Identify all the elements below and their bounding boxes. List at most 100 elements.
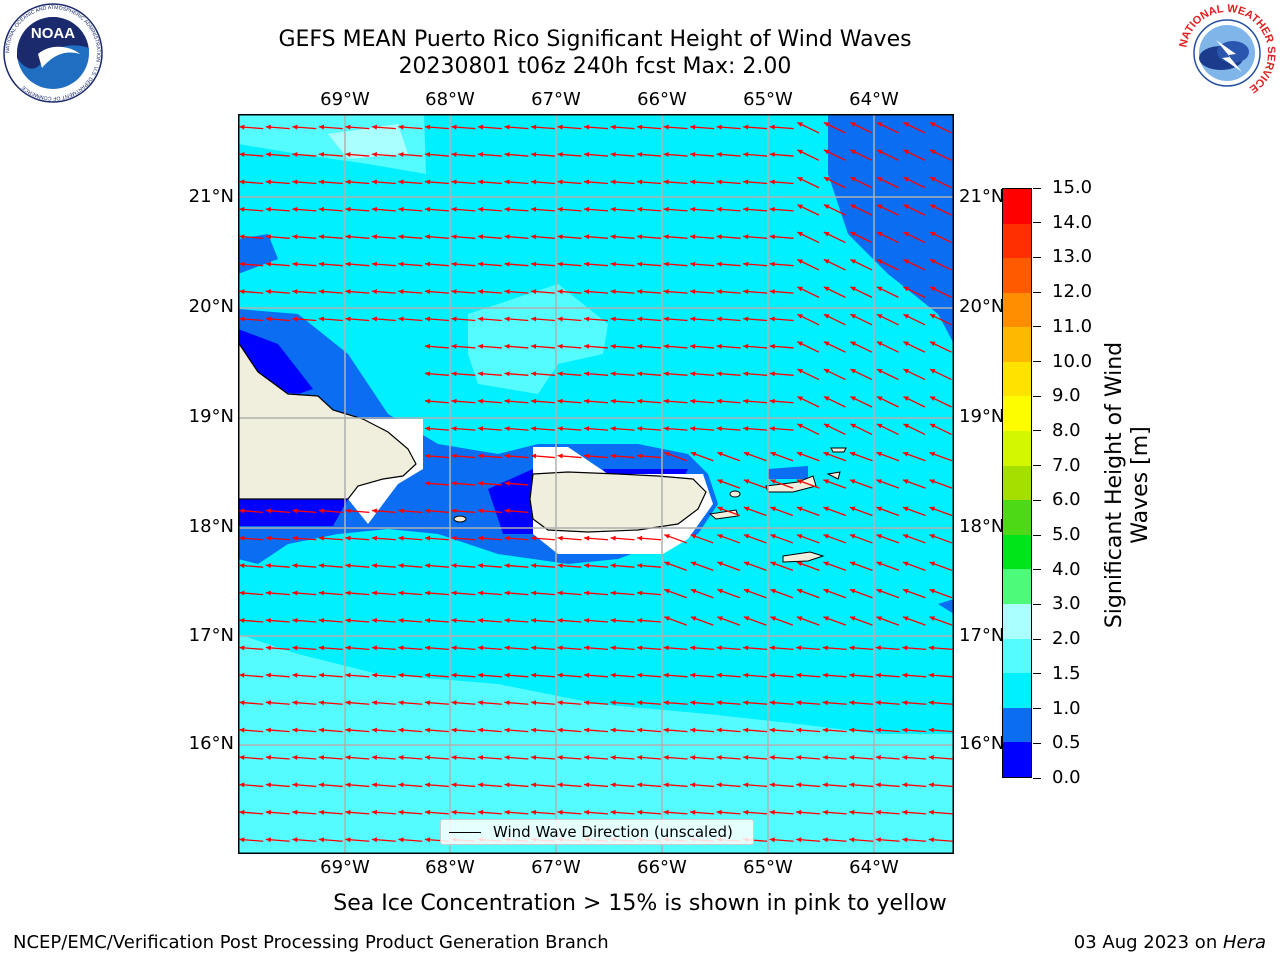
- wave-arrow-head: [717, 534, 723, 539]
- wave-arrow-head: [265, 234, 271, 240]
- wave-arrow-head: [743, 700, 749, 706]
- wave-arrow-head: [239, 152, 245, 158]
- wave-arrow-head: [451, 289, 457, 295]
- wind-wave-arrows: [239, 121, 953, 843]
- wave-arrow-head: [371, 809, 378, 815]
- wave-arrow-head: [690, 261, 696, 267]
- wave-arrow-head: [769, 727, 775, 733]
- wave-arrow-head: [902, 451, 909, 457]
- wave-arrow-head: [239, 782, 245, 788]
- wave-arrow-head: [239, 261, 245, 267]
- wave-arrow-head: [557, 535, 563, 541]
- wave-arrow-head: [743, 289, 749, 295]
- wave-arrow-head: [849, 727, 855, 733]
- wave-arrow-head: [584, 289, 590, 295]
- wave-arrow-head: [743, 179, 749, 185]
- colorbar-tick-label: 1.0: [1052, 697, 1081, 719]
- wave-arrow-head: [823, 588, 829, 594]
- wave-arrow-head: [796, 672, 802, 678]
- colorbar-tick-label: 0.5: [1052, 732, 1081, 754]
- wave-arrow-head: [292, 289, 298, 295]
- land-anegada: [830, 447, 847, 453]
- wave-arrow-head: [451, 234, 457, 240]
- wave-arrow-head: [424, 672, 431, 678]
- wave-arrow-head: [451, 645, 457, 651]
- lon-label-bottom: 64°W: [849, 857, 899, 878]
- wave-arrow-head: [531, 755, 537, 761]
- wave-arrow-head: [398, 234, 404, 240]
- wave-arrow-head: [637, 535, 643, 541]
- wave-arrow-head: [850, 396, 856, 401]
- wave-arrow-head: [637, 645, 643, 651]
- colorbar-segment: [1003, 742, 1031, 777]
- wave-arrow-head: [928, 755, 934, 761]
- wave-arrow-head: [531, 590, 537, 596]
- wave-arrow-head: [663, 152, 669, 158]
- wave-arrow-head: [424, 426, 431, 432]
- wave-arrow-head: [875, 645, 881, 651]
- wave-arrow-head: [292, 124, 298, 130]
- wave-arrow-head: [716, 398, 722, 404]
- wave-arrow-head: [292, 809, 298, 815]
- wave-arrow-head: [928, 645, 934, 651]
- wave-arrow-head: [823, 423, 830, 429]
- wave-arrow-head: [531, 261, 537, 267]
- wave-arrow-head: [902, 561, 909, 567]
- wave-arrow-head: [849, 506, 856, 512]
- wave-arrow-head: [797, 259, 803, 264]
- wave-arrow-head: [531, 152, 537, 158]
- wave-arrow-head: [345, 645, 351, 651]
- wave-arrow-head: [690, 426, 696, 432]
- wave-arrow-head: [743, 451, 750, 457]
- wave-arrow-head: [876, 259, 883, 264]
- wave-arrow-head: [318, 179, 325, 185]
- wave-arrow-head: [823, 396, 830, 401]
- wave-arrow-head: [584, 617, 590, 623]
- wave-arrow-head: [903, 149, 910, 155]
- wave-arrow-head: [398, 782, 404, 788]
- wave-arrow-head: [531, 289, 537, 295]
- wave-arrow-head: [398, 617, 404, 623]
- wave-field-1.5-2-patch: [238, 634, 954, 854]
- wave-arrow-head: [637, 124, 643, 130]
- wave-arrow-head: [424, 700, 431, 706]
- wave-arrow-head: [371, 590, 378, 596]
- wave-arrow-head: [796, 451, 803, 457]
- wave-arrow-head: [717, 616, 723, 621]
- wave-arrow-head: [823, 232, 830, 237]
- wave-arrow-head: [424, 234, 431, 240]
- wave-arrow-head: [610, 700, 616, 706]
- wave-arrow-head: [876, 177, 883, 182]
- colorbar-segment: [1003, 396, 1031, 432]
- colorbar-segment: [1003, 638, 1031, 674]
- wave-arrow-head: [823, 314, 830, 319]
- wave-arrow-head: [850, 423, 856, 429]
- wave-arrow-head: [557, 371, 563, 377]
- wave-arrow-head: [823, 149, 830, 155]
- wave-arrow-head: [610, 343, 616, 349]
- wave-arrow-head: [531, 645, 537, 651]
- wave-arrow-head: [903, 314, 910, 319]
- wave-arrow-head: [398, 645, 404, 651]
- wave-arrow-head: [690, 672, 696, 678]
- wave-arrow-head: [929, 616, 936, 621]
- wave-arrow-head: [796, 534, 803, 539]
- lat-label-left: 21°N: [188, 186, 234, 207]
- wave-arrow-head: [823, 259, 830, 264]
- wave-arrow-head: [743, 343, 749, 349]
- wave-arrow-head: [743, 727, 749, 733]
- wave-arrow-head: [822, 727, 828, 733]
- wave-arrow-head: [849, 672, 855, 678]
- wave-arrow-head: [292, 206, 298, 212]
- wave-arrow-head: [531, 782, 537, 788]
- lon-label-bottom: 68°W: [425, 857, 475, 878]
- wave-arrow-head: [796, 645, 802, 651]
- wave-arrow-head: [663, 343, 669, 349]
- wave-arrow-head: [477, 809, 484, 815]
- wave-arrow-head: [690, 561, 697, 567]
- wave-arrow-head: [292, 261, 298, 267]
- wave-arrow-head: [424, 809, 431, 815]
- colorbar-tick-label: 11.0: [1052, 315, 1093, 337]
- lon-label-top: 65°W: [743, 89, 793, 110]
- wave-arrow-head: [424, 645, 431, 651]
